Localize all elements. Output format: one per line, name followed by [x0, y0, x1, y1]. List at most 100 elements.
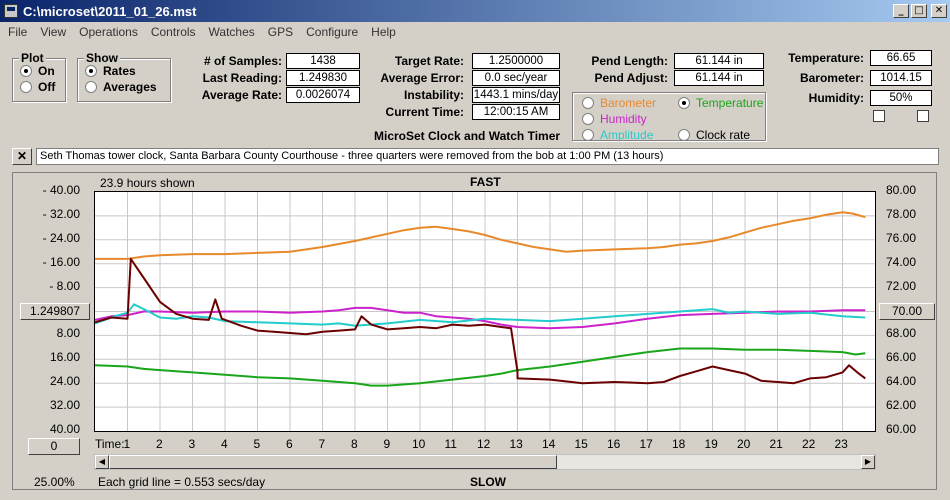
slow-label: SLOW [470, 475, 506, 489]
app-icon [4, 4, 18, 18]
clear-note-button[interactable]: ✕ [12, 148, 32, 165]
x-tick-label: 22 [802, 437, 816, 451]
last-reading-button[interactable]: 1.249807 [20, 303, 90, 320]
plot-off-radio[interactable]: Off [20, 80, 55, 94]
y-left-tick-label: 40.00 [49, 422, 80, 436]
y-right-tick-label: 72.00 [886, 278, 917, 293]
menu-watches[interactable]: Watches [208, 25, 255, 39]
x-tick-label: 23 [834, 437, 848, 451]
menu-gps[interactable]: GPS [267, 25, 294, 39]
radio-checked-icon [678, 97, 690, 109]
plot-group-title: Plot [19, 51, 46, 65]
humidity-label: Humidity: [808, 91, 864, 105]
barometer-field[interactable]: 1014.15 [870, 70, 932, 86]
temperature-field[interactable]: 66.65 [870, 50, 932, 66]
y-left-tick-label: - 8.00 [49, 278, 80, 293]
x-tick-label: 2 [156, 437, 163, 451]
radio-unchecked-icon [582, 113, 594, 125]
series-clock-rate-line [95, 257, 866, 385]
checkbox-right[interactable] [917, 110, 929, 122]
temperature-radio[interactable]: Temperature [678, 96, 763, 110]
y-right-tick-label: 68.00 [886, 326, 917, 341]
show-group-title: Show [84, 51, 120, 65]
y-right-tick-label: 80.00 [886, 183, 917, 197]
fast-label: FAST [470, 175, 501, 189]
barometer-radio[interactable]: Barometer [582, 96, 656, 110]
radio-checked-icon [20, 65, 32, 77]
menu-help[interactable]: Help [371, 25, 396, 39]
average-rate-field[interactable]: 0.0026074 [286, 87, 360, 103]
menu-file[interactable]: File [8, 25, 28, 39]
series-humidity-line [95, 306, 866, 330]
y-right-tick-label: 64.00 [886, 374, 917, 389]
series-temperature-line [95, 347, 866, 387]
y-right-tick-label: 66.00 [886, 350, 917, 365]
humidity-field[interactable]: 50% [870, 90, 932, 106]
chart-svg [95, 192, 875, 431]
show-rates-radio[interactable]: Rates [85, 64, 136, 78]
menu-configure[interactable]: Configure [306, 25, 359, 39]
x-tick-label: 4 [221, 437, 228, 451]
checkbox-left[interactable] [873, 110, 885, 122]
humidity-radio[interactable]: Humidity [582, 112, 647, 126]
note-field[interactable]: Seth Thomas tower clock, Santa Barbara C… [36, 148, 939, 165]
x-tick-label: 8 [351, 437, 358, 451]
pend-adjust-field[interactable]: 61.144 in [674, 70, 764, 86]
y-right-tick-label: 76.00 [886, 230, 917, 245]
y-left-tick-label: 8.00 [56, 326, 80, 341]
minimize-button[interactable]: _ [893, 4, 909, 18]
instability-field[interactable]: 1443.1 mins/day [472, 87, 560, 103]
zero-button[interactable]: 0 [28, 438, 80, 455]
window-title: C:\microset\2011_01_26.mst [23, 3, 197, 19]
scroll-right-icon[interactable]: ▶ [861, 455, 875, 469]
x-tick-label: 21 [769, 437, 783, 451]
last-reading-field[interactable]: 1.249830 [286, 70, 360, 86]
samples-field[interactable]: 1438 [286, 53, 360, 69]
sensor-select-box [572, 92, 766, 141]
average-error-field[interactable]: 0.0 sec/year [472, 70, 560, 86]
radio-unchecked-icon [20, 81, 32, 93]
x-tick-label: 11 [444, 437, 457, 451]
clock-rate-radio[interactable]: Clock rate [678, 128, 750, 142]
series-amplitude-line [95, 303, 866, 327]
center-value-button[interactable]: 70.00 [879, 303, 935, 320]
horizontal-scrollbar[interactable]: ◀ ▶ [94, 454, 876, 470]
current-time-field[interactable]: 12:00:15 AM [472, 104, 560, 120]
last-reading-label: Last Reading: [202, 71, 282, 85]
y-right-tick-label: 62.00 [886, 398, 917, 413]
menu-controls[interactable]: Controls [150, 25, 196, 39]
y-right-tick-label: 74.00 [886, 254, 917, 269]
target-rate-field[interactable]: 1.2500000 [472, 53, 560, 69]
x-tick-label: 6 [286, 437, 293, 451]
y-left-tick-label: - 32.00 [42, 206, 80, 221]
x-tick-label: 7 [318, 437, 326, 451]
maximize-button[interactable]: □ [911, 4, 927, 18]
scroll-thumb[interactable] [109, 455, 557, 469]
x-tick-label: 16 [607, 437, 621, 451]
menu-operations[interactable]: Operations [79, 25, 138, 39]
x-tick-label: 3 [188, 437, 196, 451]
close-button[interactable]: ✕ [931, 4, 947, 18]
instability-label: Instability: [403, 88, 464, 102]
y-left-tick-label: 32.00 [49, 398, 80, 413]
radio-unchecked-icon [582, 97, 594, 109]
y-left-tick-label: 24.00 [49, 374, 80, 389]
amplitude-radio[interactable]: Amplitude [582, 128, 653, 142]
samples-label: # of Samples: [203, 54, 282, 68]
chart-panel [12, 172, 937, 490]
temperature-label: Temperature: [788, 51, 864, 65]
x-tick-label: 13 [509, 437, 523, 451]
target-rate-label: Target Rate: [394, 54, 464, 68]
menu-view[interactable]: View [40, 25, 67, 39]
pend-length-field[interactable]: 61.144 in [674, 53, 764, 69]
show-averages-radio[interactable]: Averages [85, 80, 157, 94]
barometer-label: Barometer: [799, 71, 864, 85]
x-tick-label: 12 [477, 437, 491, 451]
average-rate-label: Average Rate: [201, 88, 282, 102]
hours-shown-label: 23.9 hours shown [100, 176, 195, 190]
y-left-tick-label: - 24.00 [42, 230, 80, 245]
title-bar: C:\microset\2011_01_26.mst _ □ ✕ [0, 0, 950, 22]
plot-group: Plot [12, 51, 66, 102]
plot-on-radio[interactable]: On [20, 64, 55, 78]
scroll-left-icon[interactable]: ◀ [95, 455, 109, 469]
